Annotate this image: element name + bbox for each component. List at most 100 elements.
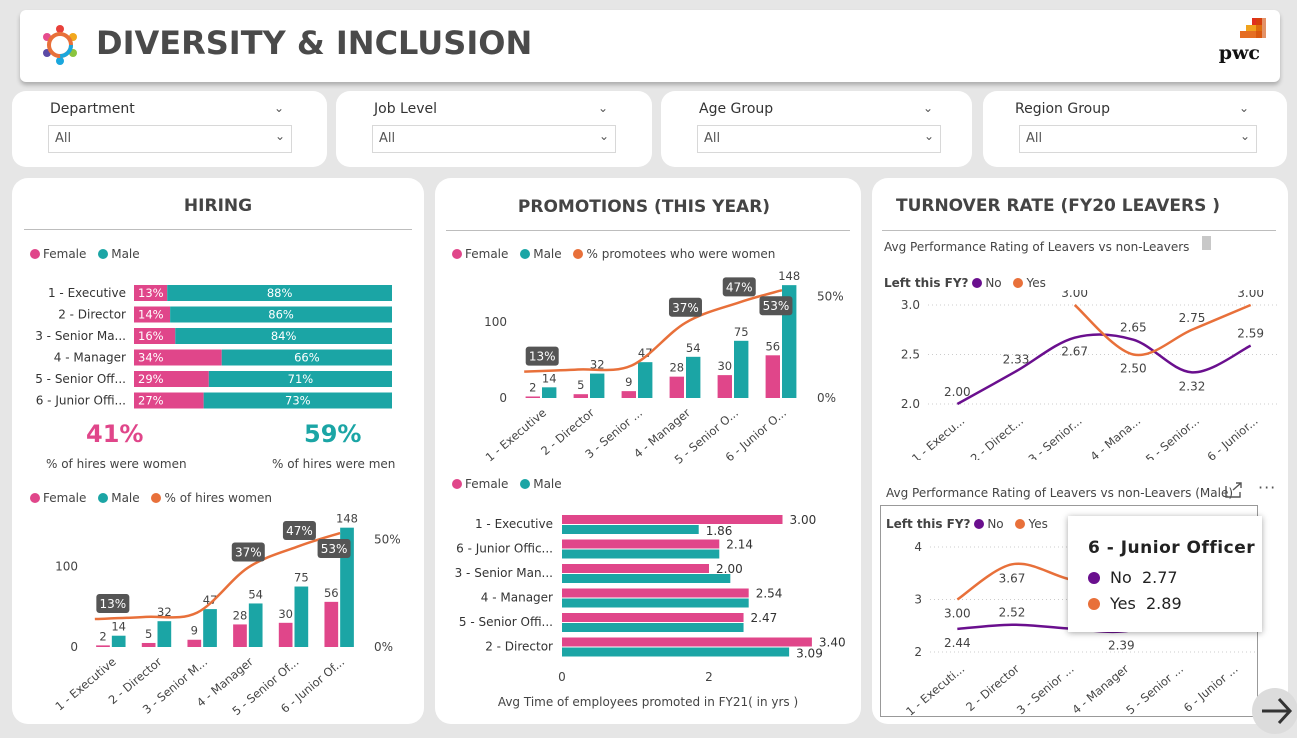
female-bar (96, 645, 110, 647)
y-tick-label: 100 (484, 315, 507, 329)
x-tick-label: 5 - Senior ... (1123, 662, 1186, 718)
female-value-label: 28 (669, 361, 684, 375)
line-data-label: 53% (763, 299, 790, 313)
turnover-male-subtitle: Avg Performance Rating of Leavers vs non… (886, 486, 1234, 500)
line-data-label: 47% (726, 280, 753, 294)
category-label: 6 - Junior Offi... (36, 394, 126, 408)
male-bar (157, 621, 172, 647)
x-tick-label: 2 - Direct... (968, 414, 1026, 460)
pwc-logo-text: pwc (1218, 42, 1260, 64)
next-page-button[interactable] (1252, 688, 1297, 734)
female-pct-label: 16% (138, 329, 164, 343)
turnover-subtitle: Avg Performance Rating of Leavers vs non… (884, 240, 1190, 254)
turnover-all-chart: 2.0 2.5 3.0 1 - Execu... 2 - Direct... 3 - Se… (901, 290, 1280, 460)
male-pct-label: 66% (294, 351, 320, 365)
category-label: 4 - Manager (54, 351, 126, 365)
male-value-label: 54 (248, 587, 263, 601)
turnover-title: TURNOVER RATE (FY20 LEAVERS ) (895, 196, 1221, 216)
female-value-label: 30 (717, 359, 732, 373)
female-value-label: 9 (625, 375, 632, 389)
chevron-down-icon[interactable]: ⌄ (598, 101, 609, 115)
female-value-label: 56 (324, 586, 339, 600)
chevron-down-icon: ⌄ (1239, 129, 1250, 143)
male-bar (562, 574, 731, 583)
female-bar (324, 601, 339, 647)
divider (882, 230, 1276, 231)
chevron-down-icon[interactable]: ⌄ (923, 101, 934, 115)
male-value-label: 75 (734, 325, 749, 339)
filter-label: Job Level (374, 101, 437, 117)
male-value-label: 148 (336, 512, 358, 526)
female-pct-label: 34% (138, 351, 164, 365)
line-data-label: 37% (672, 301, 699, 315)
line-data-label-bg (722, 277, 756, 297)
y-tick-label: 0 (70, 640, 78, 654)
age-group-filter[interactable]: Age Group ⌄ All ⌄ (661, 91, 972, 167)
y-tick-label: 100 (55, 559, 78, 573)
chevron-down-icon[interactable]: ⌄ (1239, 101, 1250, 115)
job-level-filter[interactable]: Job Level ⌄ All ⌄ (336, 91, 652, 167)
department-select[interactable]: All ⌄ (48, 125, 292, 153)
y-tick-label: 0 (499, 391, 507, 405)
select-value: All (55, 131, 72, 146)
female-value-label: 5 (577, 378, 584, 392)
male-pct-label: 73% (285, 394, 311, 408)
x-tick-label: 6 - Junior... (1204, 414, 1260, 460)
female-value-label: 5 (145, 627, 152, 641)
male-pct-label: 86% (268, 308, 294, 322)
scrollbar-thumb[interactable] (1202, 236, 1211, 250)
yes-value-label: 3.67 (999, 571, 1026, 585)
category-label: 2 - Director (58, 308, 126, 322)
turnover-panel (872, 178, 1288, 724)
category-label: 4 - Manager (481, 591, 553, 605)
region-group-select[interactable]: All ⌄ (1019, 125, 1257, 153)
divider (24, 229, 412, 230)
yes-value-label: 2.50 (1120, 362, 1147, 376)
female-bar (134, 349, 222, 366)
male-bar (170, 306, 392, 323)
female-bar (717, 375, 732, 398)
female-bar (141, 642, 156, 647)
page-title: DIVERSITY & INCLUSION (96, 24, 533, 62)
male-bar (562, 623, 744, 632)
x-tick-label: 1 - Execu... (909, 414, 967, 460)
hiring-legend: Female Male (30, 247, 148, 261)
male-bar (542, 387, 557, 398)
more-options-icon[interactable]: ··· (1258, 478, 1277, 497)
region-group-filter[interactable]: Region Group ⌄ All ⌄ (983, 91, 1287, 167)
x-tick-label: 3 - Senior... (1026, 414, 1085, 460)
male-value-label: 47 (203, 593, 218, 607)
hiring-panel (12, 178, 424, 724)
no-value-label: 2.00 (944, 385, 971, 399)
male-bar (638, 362, 653, 398)
y2-tick-label: 50% (374, 533, 401, 547)
male-bar (562, 647, 790, 657)
female-bar (669, 376, 684, 398)
male-bar (203, 392, 392, 409)
pwc-logo-icon (1240, 18, 1266, 38)
line-data-label: 13% (100, 597, 127, 611)
line-data-label-bg (668, 297, 702, 317)
job-level-select[interactable]: All ⌄ (372, 125, 616, 153)
category-label: 1 - Executive (475, 517, 553, 531)
chevron-down-icon[interactable]: ⌄ (274, 101, 285, 115)
female-value-label: 9 (191, 624, 198, 638)
female-bar (134, 306, 171, 323)
age-group-select[interactable]: All ⌄ (697, 125, 941, 153)
chevron-down-icon: ⌄ (274, 129, 285, 143)
category-label: 3 - Senior Man... (455, 566, 553, 580)
y-tick-label: 3 (914, 593, 922, 607)
focus-mode-icon[interactable] (1224, 481, 1244, 499)
line-data-label-bg (525, 346, 559, 366)
yes-value-label: 3.00 (1237, 290, 1264, 300)
male-pct-label: 88% (267, 286, 293, 300)
male-bar (562, 598, 749, 608)
female-pct-label: 13% (138, 286, 164, 300)
line-data-label: 47% (286, 524, 313, 538)
arrow-right-icon (1262, 697, 1293, 725)
y-tick-label: 2.5 (901, 348, 920, 362)
male-bar (175, 328, 392, 344)
male-value-label: 3.09 (796, 647, 823, 661)
department-filter[interactable]: Department ⌄ All ⌄ (12, 91, 327, 167)
no-value-label: 2.59 (1237, 327, 1264, 341)
